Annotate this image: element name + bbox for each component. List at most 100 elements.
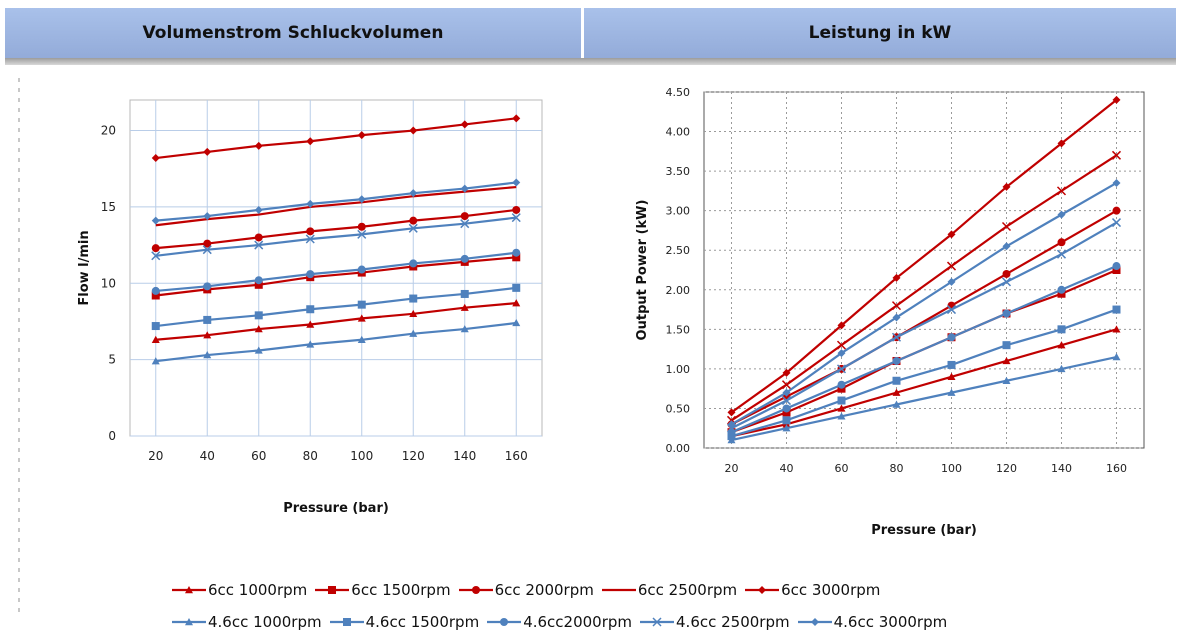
legend-swatch xyxy=(172,618,206,626)
data-point xyxy=(1002,242,1011,251)
data-point xyxy=(1112,325,1121,333)
y-tick-label: 2.50 xyxy=(666,244,691,257)
x-axis-title: Pressure (bar) xyxy=(871,523,977,538)
data-point xyxy=(946,305,957,315)
data-point xyxy=(409,309,418,318)
data-point xyxy=(151,244,160,253)
data-point xyxy=(306,340,315,348)
data-point xyxy=(1112,262,1121,271)
x-tick-label: 100 xyxy=(941,462,962,475)
legend-marker xyxy=(810,618,819,626)
x-tick-label: 140 xyxy=(1051,462,1072,475)
data-point xyxy=(1002,269,1011,278)
data-point xyxy=(254,141,263,150)
data-point xyxy=(837,349,846,358)
data-point xyxy=(782,404,791,413)
data-point xyxy=(947,372,956,380)
data-point xyxy=(512,253,521,262)
flow-chart: 0 5 10 15 20 20 40 60 80 100 120 140 160 Pressure (ba… xyxy=(77,99,543,516)
data-point xyxy=(1002,341,1011,350)
series-4-6cc-3000rpm xyxy=(727,178,1121,429)
legend-label: 6cc 2500rpm xyxy=(637,581,738,599)
x-tick-label: 40 xyxy=(780,462,794,475)
x-tick-label: 120 xyxy=(996,462,1017,475)
data-point xyxy=(512,299,521,307)
data-point xyxy=(306,227,315,236)
y-tick-label: 4.00 xyxy=(666,126,691,139)
data-point xyxy=(460,325,469,333)
data-point xyxy=(1112,178,1121,187)
x-tick-label: 80 xyxy=(303,449,318,463)
data-point xyxy=(203,212,212,221)
legend-item: 6cc 2000rpm xyxy=(457,581,594,599)
series-4-6cc-1000rpm xyxy=(151,318,521,365)
data-point xyxy=(837,321,846,330)
data-point xyxy=(1057,325,1066,334)
y-tick-label: 1.00 xyxy=(666,363,691,376)
data-point xyxy=(254,280,263,289)
legend-marker xyxy=(328,586,337,594)
data-point xyxy=(409,189,418,198)
right-chart-header: Leistung in kW xyxy=(584,8,1176,58)
data-point xyxy=(837,380,846,389)
data-point xyxy=(151,291,160,300)
data-point xyxy=(1057,341,1066,349)
data-point xyxy=(781,396,792,406)
data-point xyxy=(1111,218,1122,228)
data-point xyxy=(306,320,315,328)
data-point xyxy=(1112,206,1121,215)
x-tick-label: 100 xyxy=(350,449,373,463)
series-line xyxy=(730,99,1118,414)
data-point xyxy=(946,261,957,271)
data-point xyxy=(151,322,160,331)
series-line xyxy=(155,181,517,222)
legend-swatch xyxy=(745,586,780,594)
data-point xyxy=(892,273,901,282)
chart-legend: 6cc 1000rpm 6cc 1500rpm 6cc 2000rpm 6cc 250… xyxy=(170,574,1070,638)
data-point xyxy=(1057,364,1066,373)
series-6cc-3000rpm xyxy=(727,95,1121,417)
data-point xyxy=(460,254,469,263)
data-point xyxy=(892,400,901,408)
data-point xyxy=(151,154,160,163)
series-6cc-3000rpm xyxy=(151,114,521,163)
series-4-6cc-3000rpm xyxy=(151,178,521,225)
series-line xyxy=(155,185,517,227)
data-point xyxy=(947,388,956,396)
data-point xyxy=(254,205,263,214)
legend-swatch xyxy=(640,617,675,627)
data-point xyxy=(254,325,263,333)
data-point xyxy=(1111,150,1122,160)
data-point xyxy=(1002,356,1011,365)
y-axis-title: Output Power (kW) xyxy=(635,200,650,341)
data-point xyxy=(727,420,736,429)
legend-marker xyxy=(471,586,480,594)
legend-item: 4.6cc2000rpm xyxy=(485,613,632,631)
y-tick-label: 5 xyxy=(108,353,116,367)
series-line xyxy=(731,209,1118,426)
x-tick-label: 20 xyxy=(148,449,163,463)
data-point xyxy=(408,223,418,233)
data-point xyxy=(782,424,791,432)
data-point xyxy=(254,311,263,320)
data-point xyxy=(892,388,901,396)
legend-swatch xyxy=(797,618,832,626)
series-6cc-2500rpm xyxy=(155,185,517,227)
data-point xyxy=(460,219,470,229)
data-point xyxy=(512,114,521,123)
data-point xyxy=(836,364,847,374)
x-tick-label: 40 xyxy=(200,449,215,463)
series-line xyxy=(155,321,517,363)
legend-row-4-6cc: 4.6cc 1000rpm 4.6cc 1500rpm 4.6cc2000rpm 4.… xyxy=(170,606,1070,638)
data-point xyxy=(151,251,161,261)
power-chart: 0.00 0.50 1.00 1.50 2.00 2.50 3.00 3.50 4.00 4.50… xyxy=(635,86,1145,538)
data-point xyxy=(409,259,418,268)
series-line xyxy=(155,216,517,257)
data-point xyxy=(892,313,901,322)
legend-swatch xyxy=(487,618,522,626)
legend-item: 6cc 1500rpm xyxy=(313,581,451,599)
data-point xyxy=(460,120,469,129)
data-point xyxy=(1057,139,1066,148)
x-tick-label: 60 xyxy=(835,462,849,475)
data-point xyxy=(409,294,418,303)
